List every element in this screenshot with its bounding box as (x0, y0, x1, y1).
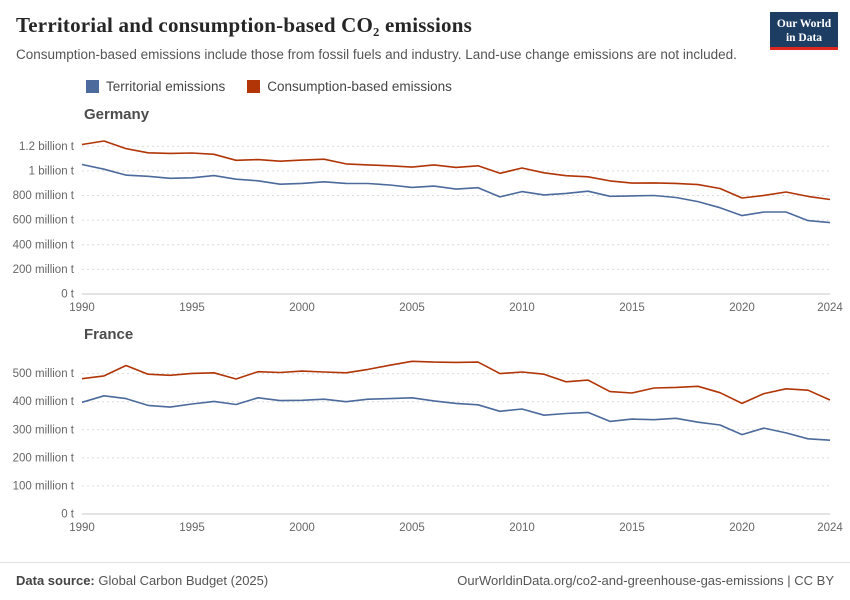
chart-canvas: 0 t 100 million t 200 million t 300 million… (13, 360, 843, 534)
svg-text:0 t: 0 t (61, 288, 75, 300)
svg-text:2024: 2024 (817, 522, 843, 534)
chart-legend: Territorial emissions Consumption-based … (86, 79, 834, 94)
svg-text:2005: 2005 (399, 302, 425, 314)
chart-canvas: 0 t 200 million t 400 million t 600 million… (13, 139, 843, 314)
legend-item-territorial[interactable]: Territorial emissions (86, 79, 225, 94)
territorial-swatch-icon (86, 79, 99, 93)
svg-text:500 million t: 500 million t (13, 368, 75, 380)
svg-text:2015: 2015 (619, 302, 645, 314)
svg-text:300 million t: 300 million t (13, 424, 75, 436)
svg-text:2015: 2015 (619, 522, 645, 534)
svg-text:400 million t: 400 million t (13, 396, 75, 408)
page-title: Territorial and consumption-based CO₂ em… (16, 13, 472, 37)
svg-text:2010: 2010 (509, 522, 535, 534)
svg-text:2000: 2000 (289, 522, 315, 534)
svg-text:200 million t: 200 million t (13, 263, 75, 275)
legend-item-consumption[interactable]: Consumption-based emissions (247, 79, 452, 94)
owid-logo-line2: in Data (785, 32, 823, 45)
svg-text:1990: 1990 (69, 302, 95, 314)
consumption-swatch-icon (247, 79, 261, 93)
chart-header: Territorial and consumption-based CO₂ em… (0, 0, 850, 96)
owid-logo[interactable]: Our World in Data (770, 12, 838, 50)
svg-text:2020: 2020 (729, 302, 755, 314)
svg-text:1995: 1995 (179, 522, 205, 534)
germany-chart: 0 t 200 million t 400 million t 600 million… (0, 125, 850, 320)
svg-text:0 t: 0 t (61, 508, 75, 520)
germany-chart-title: Germany (84, 105, 150, 123)
svg-text:600 million t: 600 million t (13, 214, 75, 226)
france-chart-title: France (84, 325, 134, 343)
svg-text:100 million t: 100 million t (13, 480, 75, 492)
germany-chart-block: Germany 0 t 200 million t 400 million t 600… (0, 106, 850, 320)
svg-text:1990: 1990 (69, 522, 95, 534)
footer-citation-link[interactable]: OurWorldinData.org/co2-and-greenhouse-ga… (457, 573, 834, 588)
data-source-label: Data source: (16, 573, 95, 588)
svg-text:800 million t: 800 million t (13, 190, 75, 202)
svg-text:2010: 2010 (509, 302, 535, 314)
legend-label: Consumption-based emissions (267, 78, 452, 94)
svg-text:200 million t: 200 million t (13, 452, 75, 464)
data-source-value: Global Carbon Budget (2025) (98, 573, 269, 588)
charts-area: Germany 0 t 200 million t 400 million t 600… (0, 96, 850, 540)
svg-text:2024: 2024 (817, 302, 843, 314)
svg-text:1.2 billion t: 1.2 billion t (19, 140, 75, 152)
france-chart: 0 t 100 million t 200 million t 300 million… (0, 345, 850, 540)
svg-text:2020: 2020 (729, 522, 755, 534)
owid-logo-accent-bar (770, 46, 838, 50)
svg-text:1995: 1995 (179, 302, 205, 314)
svg-text:400 million t: 400 million t (13, 239, 75, 251)
data-source-note: Data source: Global Carbon Budget (2025) (16, 573, 268, 588)
svg-text:1 billion t: 1 billion t (29, 165, 75, 177)
chart-subtitle: Consumption-based emissions include thos… (16, 47, 737, 62)
france-chart-block: France 0 t 100 million t 200 million t 300 … (0, 326, 850, 540)
svg-text:2005: 2005 (399, 522, 425, 534)
legend-label: Territorial emissions (106, 78, 226, 94)
svg-text:2000: 2000 (289, 302, 315, 314)
chart-footer: Data source: Global Carbon Budget (2025)… (0, 562, 850, 600)
owid-logo-line1: Our World (776, 18, 832, 30)
